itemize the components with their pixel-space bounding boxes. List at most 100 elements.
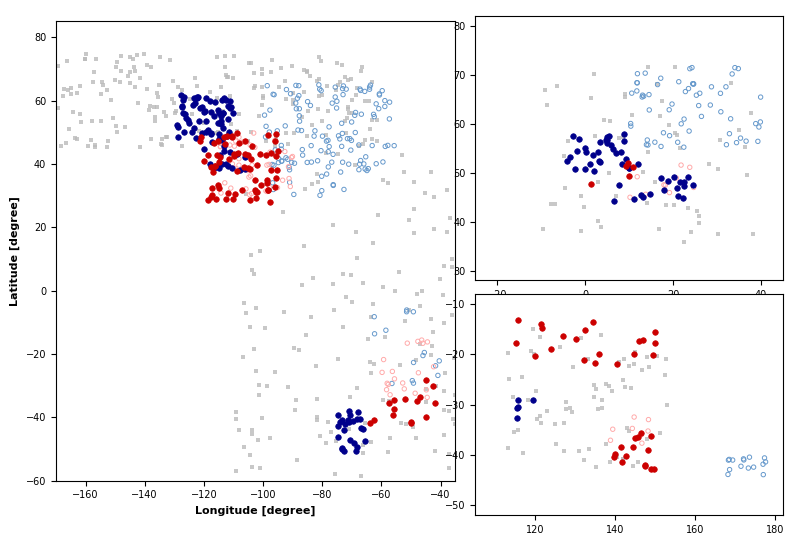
Point (156, 135, 169, 143)
Point (356, 139, 369, 148)
Point (292, 91, 305, 100)
Point (176, 96, 189, 104)
Point (141, 60, 153, 69)
Point (694, 89, 706, 98)
Point (221, 73, 233, 81)
Point (248, 270, 260, 279)
Point (209, 161, 222, 170)
Point (102, 136, 115, 145)
Point (414, 302, 427, 310)
Point (190, 82, 203, 91)
Point (288, 128, 300, 137)
Point (263, 160, 276, 169)
Point (242, 59, 255, 68)
Point (69, 134, 81, 143)
Point (233, 139, 245, 148)
Point (349, 161, 362, 169)
Point (407, 308, 419, 316)
Point (215, 136, 228, 144)
Point (587, 318, 600, 326)
Point (244, 171, 257, 180)
Point (261, 186, 274, 194)
Point (301, 97, 314, 106)
Point (257, 92, 270, 101)
Point (592, 156, 605, 165)
Point (225, 131, 238, 140)
Point (595, 331, 608, 339)
Point (269, 183, 282, 191)
Point (373, 91, 386, 99)
Point (529, 387, 542, 395)
Point (74, 118, 87, 127)
Point (95, 77, 108, 86)
Point (660, 201, 673, 209)
Point (359, 136, 372, 144)
Point (400, 420, 412, 429)
Point (365, 116, 378, 124)
Point (687, 80, 700, 89)
Point (210, 195, 223, 203)
Point (686, 64, 698, 72)
Point (642, 427, 654, 435)
Point (348, 111, 361, 120)
Point (280, 95, 292, 104)
Point (407, 423, 419, 431)
Point (537, 224, 550, 233)
Point (200, 128, 213, 136)
Point (447, 354, 460, 362)
Point (211, 151, 224, 159)
Point (268, 142, 281, 150)
Point (651, 80, 664, 89)
Point (176, 142, 189, 150)
Point (626, 163, 639, 171)
Point (312, 52, 325, 61)
Point (197, 107, 210, 116)
Point (586, 151, 599, 160)
Point (379, 333, 392, 341)
Point (585, 179, 598, 188)
Point (248, 83, 260, 92)
Point (420, 412, 433, 421)
Point (229, 137, 242, 145)
Point (269, 130, 282, 139)
Point (668, 172, 681, 181)
Point (722, 456, 735, 465)
Point (672, 192, 685, 201)
Point (388, 142, 400, 150)
Point (578, 456, 590, 465)
Point (227, 150, 240, 158)
Point (362, 164, 375, 173)
Point (617, 455, 630, 464)
Point (379, 96, 392, 105)
Point (278, 308, 291, 316)
Point (419, 375, 432, 384)
Point (511, 414, 523, 422)
Point (563, 153, 576, 161)
Point (626, 89, 638, 97)
Point (229, 190, 241, 198)
Point (248, 129, 260, 137)
Point (297, 88, 310, 97)
Point (428, 447, 441, 456)
Point (590, 385, 602, 394)
Point (315, 57, 328, 66)
Point (604, 436, 617, 444)
Point (272, 158, 284, 167)
Point (620, 154, 633, 163)
Point (329, 83, 342, 91)
Point (631, 172, 644, 181)
Point (215, 83, 228, 92)
Point (142, 106, 155, 114)
Point (345, 108, 358, 117)
Point (312, 81, 325, 89)
Point (62, 85, 74, 94)
Point (304, 101, 317, 110)
Point (177, 108, 189, 117)
Point (533, 333, 546, 342)
Point (191, 93, 204, 101)
Point (293, 112, 306, 120)
Point (682, 127, 695, 135)
Point (244, 195, 256, 204)
Point (344, 271, 357, 279)
Point (110, 58, 123, 66)
